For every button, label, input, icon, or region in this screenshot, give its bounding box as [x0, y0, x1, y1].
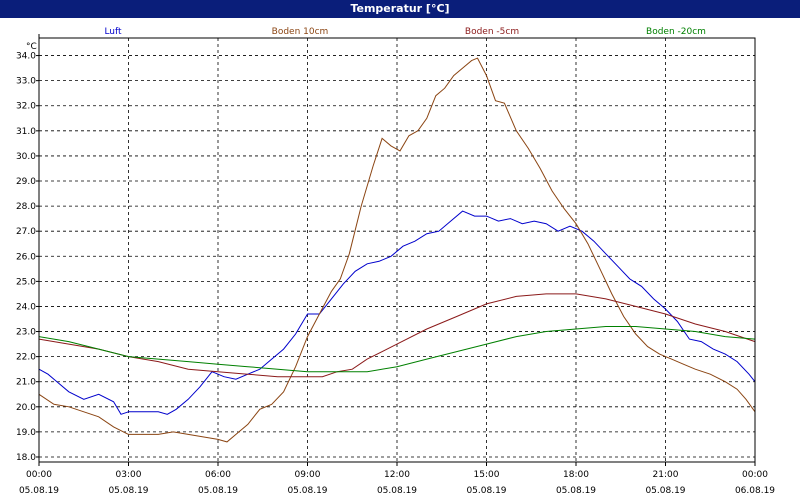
x-tick-time-label: 12:00	[384, 470, 410, 480]
x-tick-time-label: 18:00	[563, 470, 589, 480]
legend-label: Luft	[104, 27, 122, 37]
legend: Luft Boden 10cm Boden -5cm Boden -20cm	[104, 27, 706, 37]
y-tick-label: 26.0	[16, 252, 36, 262]
x-tick-time-label: 21:00	[653, 470, 679, 480]
y-tick-label: 28.0	[16, 202, 36, 212]
series-line-boden-5cm	[38, 293, 756, 378]
x-tick-date-label: 05.08.19	[466, 486, 506, 496]
x-tick-date-label: 05.08.19	[108, 486, 148, 496]
x-tick-date-label: 05.08.19	[19, 486, 59, 496]
x-axis-tick-labels: 00:00 05.08.19 03:00 05.08.19 06:00 05.08.19 0…	[19, 462, 775, 496]
y-tick-label: 22.0	[16, 353, 36, 363]
series-lines	[38, 57, 756, 443]
x-tick-date-label: 06.08.19	[735, 486, 775, 496]
series-line-boden-20cm	[38, 326, 756, 373]
y-tick-label: 18.0	[16, 453, 36, 463]
y-tick-label: 32.0	[16, 102, 36, 112]
y-tick-label: 25.0	[16, 277, 36, 287]
y-tick-label: 23.0	[16, 328, 36, 338]
x-tick-date-label: 05.08.19	[556, 486, 596, 496]
x-tick-date-label: 05.08.19	[645, 486, 685, 496]
legend-label: Boden 10cm	[272, 27, 329, 37]
y-tick-label: 24.0	[16, 302, 36, 312]
series-line-boden-10cm	[38, 57, 756, 443]
x-tick-time-label: 15:00	[474, 470, 500, 480]
x-tick-date-label: 05.08.19	[198, 486, 238, 496]
y-tick-label: 31.0	[16, 127, 36, 137]
y-tick-label: 20.0	[16, 403, 36, 413]
grid-lines	[39, 38, 755, 462]
y-tick-label: 29.0	[16, 177, 36, 187]
y-tick-label: 34.0	[16, 52, 36, 62]
y-tick-label: 21.0	[16, 378, 36, 388]
x-tick-time-label: 09:00	[295, 470, 321, 480]
y-tick-label: 27.0	[16, 227, 36, 237]
x-tick-time-label: 00:00	[26, 470, 52, 480]
x-tick-time-label: 00:00	[742, 470, 768, 480]
x-tick-time-label: 06:00	[205, 470, 231, 480]
y-tick-label: 33.0	[16, 77, 36, 87]
y-axis-label: °C	[26, 42, 37, 52]
legend-label: Boden -5cm	[465, 27, 519, 37]
temperature-chart: 18.0 19.0 20.0 21.0 22.0 23.0 24.0 25.0 26.0 27.0…	[16, 27, 775, 496]
x-tick-date-label: 05.08.19	[377, 486, 417, 496]
y-axis-tick-labels: 18.0 19.0 20.0 21.0 22.0 23.0 24.0 25.0 26.0 27.0…	[16, 52, 39, 463]
x-tick-date-label: 05.08.19	[287, 486, 327, 496]
legend-label: Boden -20cm	[646, 27, 706, 37]
y-tick-label: 19.0	[16, 428, 36, 438]
x-tick-time-label: 03:00	[116, 470, 142, 480]
window-title: Temperatur [°C]	[0, 0, 800, 18]
y-tick-label: 30.0	[16, 152, 36, 162]
series-line-luft	[38, 210, 756, 415]
